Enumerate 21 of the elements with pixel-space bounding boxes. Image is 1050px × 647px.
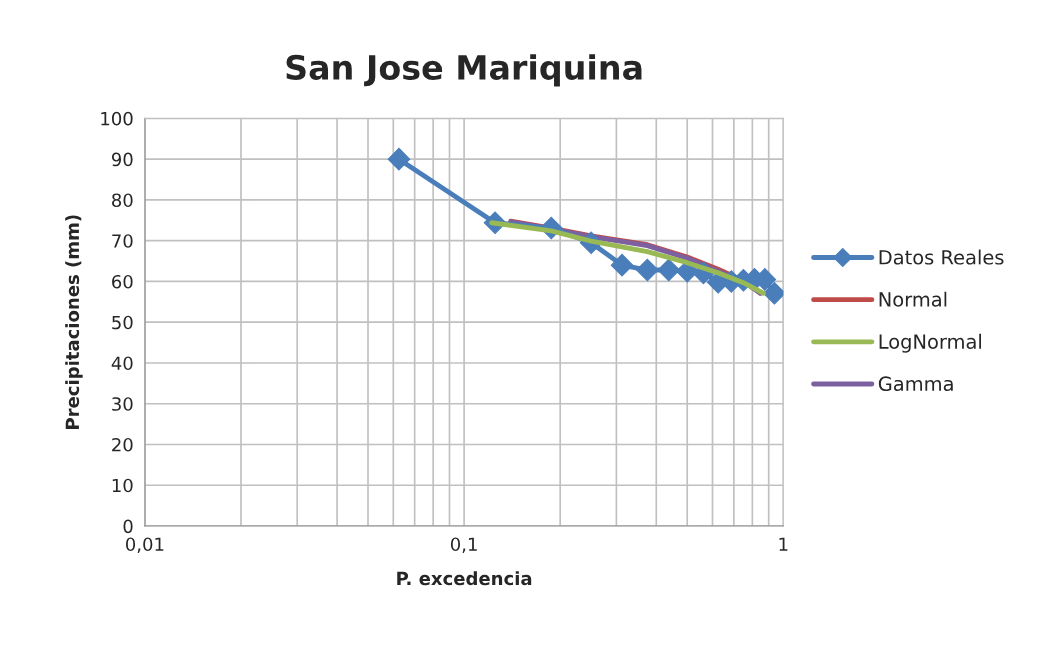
y-tick-label: 0 bbox=[123, 519, 133, 534]
y-axis-title: Precipitaciones (mm) bbox=[65, 215, 83, 429]
y-tick-label: 70 bbox=[112, 234, 133, 248]
chart-title: San Jose Mariquina bbox=[286, 54, 642, 87]
y-tick-label: 80 bbox=[112, 193, 133, 208]
y-tick-label: 50 bbox=[112, 315, 133, 330]
y-tick-label: 20 bbox=[112, 437, 133, 452]
y-tick-label: 40 bbox=[111, 356, 133, 371]
x-tick-label: 0,01 bbox=[125, 537, 164, 553]
y-tick-label: 10 bbox=[112, 478, 133, 493]
x-tick-label: 0,1 bbox=[450, 537, 477, 553]
x-tick-label: 1 bbox=[779, 537, 788, 551]
legend-label: Gamma bbox=[878, 376, 953, 392]
y-tick-label: 60 bbox=[112, 274, 133, 289]
y-tick-label: 100 bbox=[101, 111, 133, 126]
y-tick-label: 90 bbox=[111, 152, 133, 167]
x-axis-title: P. excedencia bbox=[397, 571, 532, 586]
legend-label: Normal bbox=[879, 291, 947, 307]
legend-label: Datos Reales bbox=[879, 249, 1004, 265]
legend-label: LogNormal bbox=[879, 333, 981, 353]
y-tick-label: 30 bbox=[112, 397, 133, 411]
